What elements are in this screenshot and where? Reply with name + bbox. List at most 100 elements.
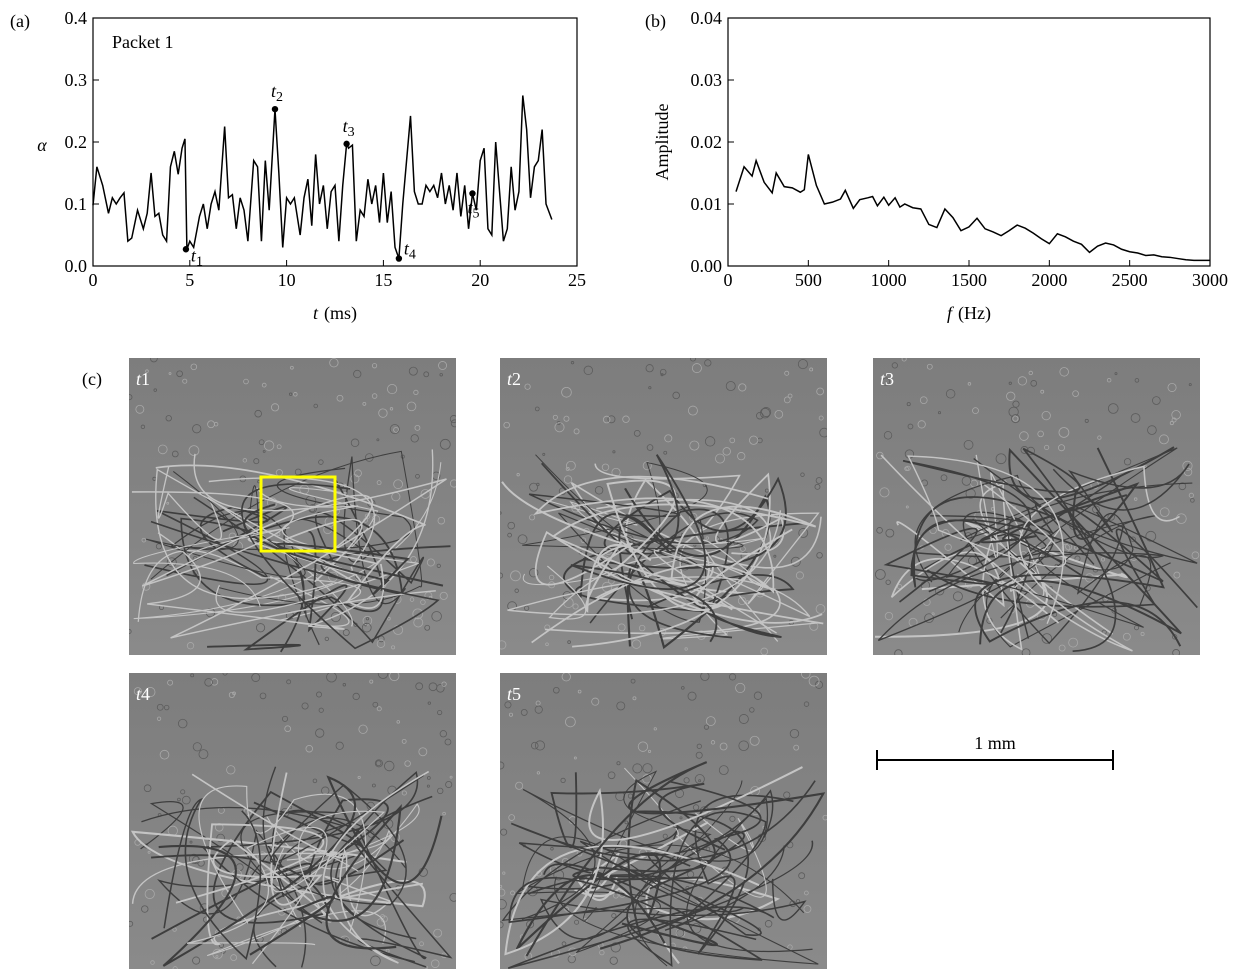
droplet xyxy=(182,378,188,384)
droplet xyxy=(1169,421,1174,426)
droplet xyxy=(583,365,593,376)
event-label-sub: 4 xyxy=(409,248,416,263)
droplet xyxy=(176,370,183,378)
droplet xyxy=(963,439,974,450)
droplet xyxy=(945,389,956,399)
droplet xyxy=(822,814,827,821)
interface xyxy=(131,491,373,587)
image-tile xyxy=(129,673,456,969)
image-tile xyxy=(873,358,1200,655)
droplet xyxy=(919,396,928,405)
droplet xyxy=(426,558,435,567)
droplet xyxy=(607,771,616,780)
droplet xyxy=(259,692,267,700)
droplet xyxy=(372,701,379,708)
droplet xyxy=(1159,434,1169,445)
droplet xyxy=(369,679,374,684)
droplet xyxy=(510,570,521,582)
droplet xyxy=(1011,414,1020,424)
droplet xyxy=(439,730,447,738)
droplet xyxy=(573,428,580,435)
droplet xyxy=(577,689,582,694)
droplet xyxy=(301,702,309,710)
interface xyxy=(624,487,771,650)
droplet xyxy=(500,899,507,910)
droplet xyxy=(362,615,373,626)
event-label-t: t xyxy=(404,239,410,259)
droplet xyxy=(715,453,725,464)
droplet xyxy=(630,678,636,684)
image-label: t5 xyxy=(507,684,521,704)
droplet xyxy=(901,358,907,362)
droplet xyxy=(737,452,746,461)
droplet xyxy=(728,673,737,681)
droplet xyxy=(342,683,347,687)
interface xyxy=(572,472,785,648)
y-tick-label: 0.02 xyxy=(691,132,723,152)
droplet xyxy=(1041,633,1053,644)
droplet xyxy=(1130,413,1141,423)
droplet xyxy=(944,543,952,551)
droplet xyxy=(420,489,431,499)
droplet xyxy=(430,959,440,968)
droplet xyxy=(171,450,179,458)
droplet xyxy=(172,927,177,932)
y-axis-label: α xyxy=(37,135,47,155)
droplet xyxy=(318,459,324,465)
droplet xyxy=(729,437,736,444)
droplet xyxy=(188,445,200,456)
droplet xyxy=(617,623,626,632)
droplet xyxy=(277,593,287,603)
droplet xyxy=(190,673,195,678)
droplet xyxy=(704,359,712,367)
droplet xyxy=(803,905,812,913)
droplet xyxy=(553,686,560,694)
droplet xyxy=(401,790,407,796)
droplet xyxy=(885,579,891,585)
droplet xyxy=(500,884,503,889)
droplet xyxy=(1021,648,1031,655)
droplet xyxy=(566,460,576,471)
droplet xyxy=(906,402,911,407)
droplet xyxy=(1188,492,1194,498)
droplet xyxy=(149,358,158,363)
droplet xyxy=(135,404,145,414)
droplet xyxy=(563,415,570,422)
droplet xyxy=(1059,367,1069,377)
droplet xyxy=(664,434,673,443)
interface xyxy=(180,479,385,653)
droplet xyxy=(565,716,576,728)
interface xyxy=(543,830,763,961)
event-label-t: t xyxy=(343,116,349,136)
droplet xyxy=(749,735,760,746)
droplet xyxy=(500,761,505,770)
droplet xyxy=(876,451,884,460)
droplet xyxy=(141,537,147,543)
droplet xyxy=(508,814,515,821)
interface xyxy=(902,447,1117,653)
droplet xyxy=(804,890,809,896)
droplet xyxy=(737,596,747,606)
droplet xyxy=(520,709,528,716)
droplet xyxy=(243,378,249,385)
droplet xyxy=(1037,430,1044,438)
event-label-t: t xyxy=(271,81,277,101)
droplet xyxy=(602,415,611,424)
interface xyxy=(510,780,816,937)
droplet xyxy=(408,366,418,376)
droplet xyxy=(1106,377,1112,383)
droplet xyxy=(376,639,386,648)
droplet xyxy=(700,673,710,681)
y-tick-label: 0.03 xyxy=(691,70,723,90)
droplet xyxy=(662,833,668,839)
droplet xyxy=(894,649,903,655)
event-marker xyxy=(395,255,403,262)
event-marker xyxy=(271,105,279,113)
x-tick-label: 20 xyxy=(471,270,489,290)
droplet xyxy=(186,642,195,650)
droplet xyxy=(679,816,683,820)
event-marker xyxy=(469,190,476,197)
droplet xyxy=(1028,370,1033,376)
droplet xyxy=(1041,410,1051,421)
y-axis-label: Amplitude xyxy=(652,103,672,180)
